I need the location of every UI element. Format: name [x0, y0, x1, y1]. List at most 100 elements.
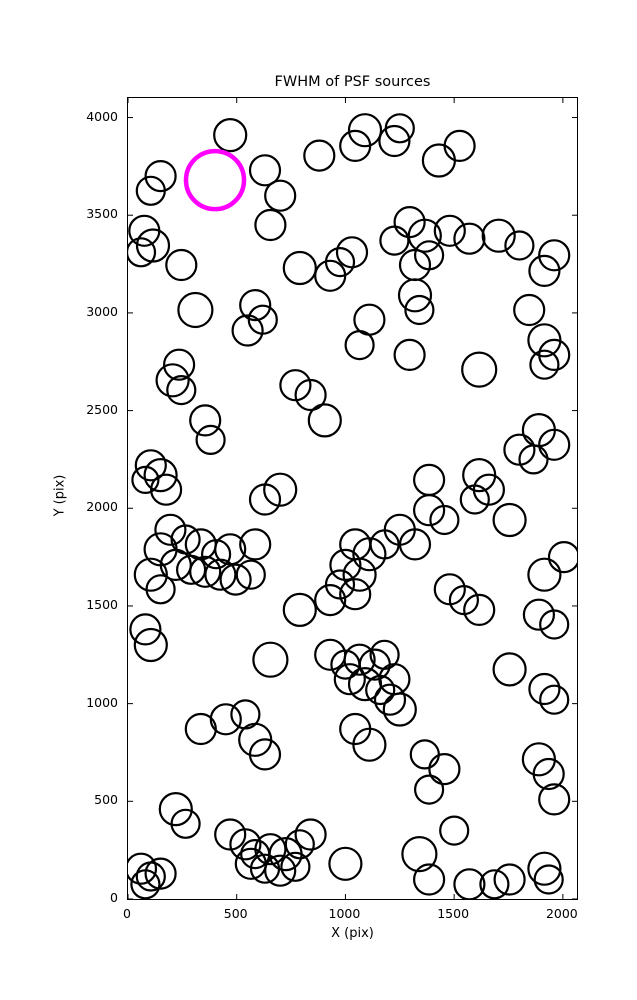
- psf-source-marker: [401, 835, 438, 873]
- psf-source-marker: [429, 504, 460, 536]
- highlighted-psf-source-marker: [183, 148, 247, 212]
- psf-source-marker: [239, 289, 272, 322]
- psf-source-marker: [504, 230, 535, 261]
- psf-source-marker: [248, 738, 282, 771]
- psf-source-marker: [461, 351, 498, 388]
- psf-source-marker: [528, 672, 561, 706]
- y-tick-label: 0: [110, 890, 118, 905]
- psf-source-marker: [342, 557, 377, 592]
- psf-source-marker: [135, 175, 166, 206]
- psf-source-marker: [533, 864, 564, 895]
- y-tick-label: 4000: [86, 108, 118, 124]
- chart-title: FWHM of PSF sources: [274, 74, 431, 90]
- psf-source-marker: [459, 484, 490, 515]
- psf-source-marker: [379, 225, 410, 256]
- psf-source-marker: [307, 403, 342, 438]
- psf-source-marker: [149, 473, 183, 506]
- psf-source-marker: [335, 236, 369, 269]
- psf-source-marker: [529, 349, 560, 380]
- x-tick-label: 1000: [328, 906, 361, 921]
- psf-source-marker: [204, 558, 237, 591]
- psf-source-marker: [339, 578, 372, 611]
- psf-source-marker: [373, 683, 407, 716]
- x-tick-label: 0: [123, 906, 131, 921]
- psf-source-marker: [439, 815, 470, 846]
- psf-source-marker: [166, 375, 197, 406]
- psf-source-marker: [280, 851, 311, 882]
- psf-source-marker: [397, 278, 433, 313]
- psf-source-marker: [453, 222, 486, 255]
- axes-box: [127, 97, 578, 900]
- psf-source-marker: [539, 609, 570, 640]
- psf-source-marker: [527, 851, 562, 886]
- psf-source-marker: [184, 712, 217, 746]
- psf-source-marker: [421, 143, 456, 178]
- psf-source-marker: [133, 557, 168, 592]
- psf-source-marker: [481, 218, 516, 253]
- psf-source-marker: [130, 869, 161, 899]
- psf-source-marker: [158, 791, 193, 827]
- psf-source-marker: [189, 555, 222, 588]
- psf-source-marker: [154, 513, 187, 546]
- psf-source-marker: [143, 458, 178, 493]
- y-tick-label: 3500: [86, 206, 118, 222]
- psf-source-marker: [314, 259, 347, 292]
- psf-source-marker: [492, 502, 527, 538]
- psf-source-marker: [144, 857, 177, 890]
- psf-source-marker: [252, 641, 289, 678]
- y-tick-label: 500: [94, 792, 118, 808]
- psf-source-marker: [235, 559, 266, 590]
- psf-source-marker: [347, 113, 383, 148]
- psf-source-marker: [328, 846, 363, 881]
- y-tick-label: 1000: [86, 694, 118, 710]
- psf-source-marker: [284, 829, 315, 860]
- psf-source-marker: [177, 291, 214, 329]
- psf-source-marker: [155, 363, 190, 398]
- psf-source-marker: [453, 868, 486, 899]
- y-tick-label: 3000: [86, 303, 118, 319]
- psf-source-marker: [407, 218, 442, 253]
- psf-source-marker: [538, 428, 571, 461]
- psf-source-marker: [248, 483, 282, 516]
- psf-source-marker: [294, 818, 327, 851]
- x-tick-label: 500: [223, 906, 248, 921]
- psf-source-marker: [165, 248, 198, 282]
- psf-source-marker: [303, 139, 336, 172]
- psf-source-marker: [433, 214, 466, 247]
- psf-source-marker: [144, 159, 177, 193]
- psf-source-marker: [513, 293, 546, 327]
- psf-source-marker: [413, 494, 446, 527]
- psf-source-marker: [538, 239, 571, 272]
- scatter-plot-canvas: [128, 98, 577, 899]
- psf-source-marker: [231, 314, 264, 347]
- psf-source-marker: [249, 853, 281, 884]
- psf-source-marker: [248, 154, 282, 187]
- x-tick-label: 1500: [437, 906, 470, 921]
- psf-source-marker: [219, 563, 252, 596]
- y-axis-label: Y (pix): [52, 474, 68, 517]
- psf-source-marker: [409, 739, 440, 770]
- psf-source-marker: [414, 774, 445, 805]
- x-axis-label: X (pix): [331, 926, 374, 941]
- psf-source-marker: [128, 237, 157, 268]
- psf-source-marker: [213, 117, 248, 153]
- psf-source-marker: [264, 854, 297, 887]
- psf-source-marker: [443, 129, 476, 163]
- y-tick-label: 1500: [86, 596, 118, 612]
- psf-source-marker: [239, 528, 272, 561]
- psf-source-marker: [547, 541, 577, 574]
- psf-source-marker: [264, 179, 297, 212]
- psf-source-marker: [343, 643, 376, 676]
- psf-source-marker: [254, 208, 287, 242]
- psf-source-marker: [131, 465, 160, 494]
- psf-source-marker: [135, 228, 171, 263]
- psf-source-marker: [378, 124, 411, 158]
- y-tick-label: 2000: [86, 499, 118, 515]
- psf-source-marker: [200, 539, 232, 570]
- psf-source-marker: [404, 294, 435, 326]
- psf-source-marker: [134, 449, 167, 482]
- y-tick-label: 2500: [86, 401, 118, 417]
- psf-source-marker: [492, 652, 527, 687]
- psf-source-marker: [128, 852, 158, 885]
